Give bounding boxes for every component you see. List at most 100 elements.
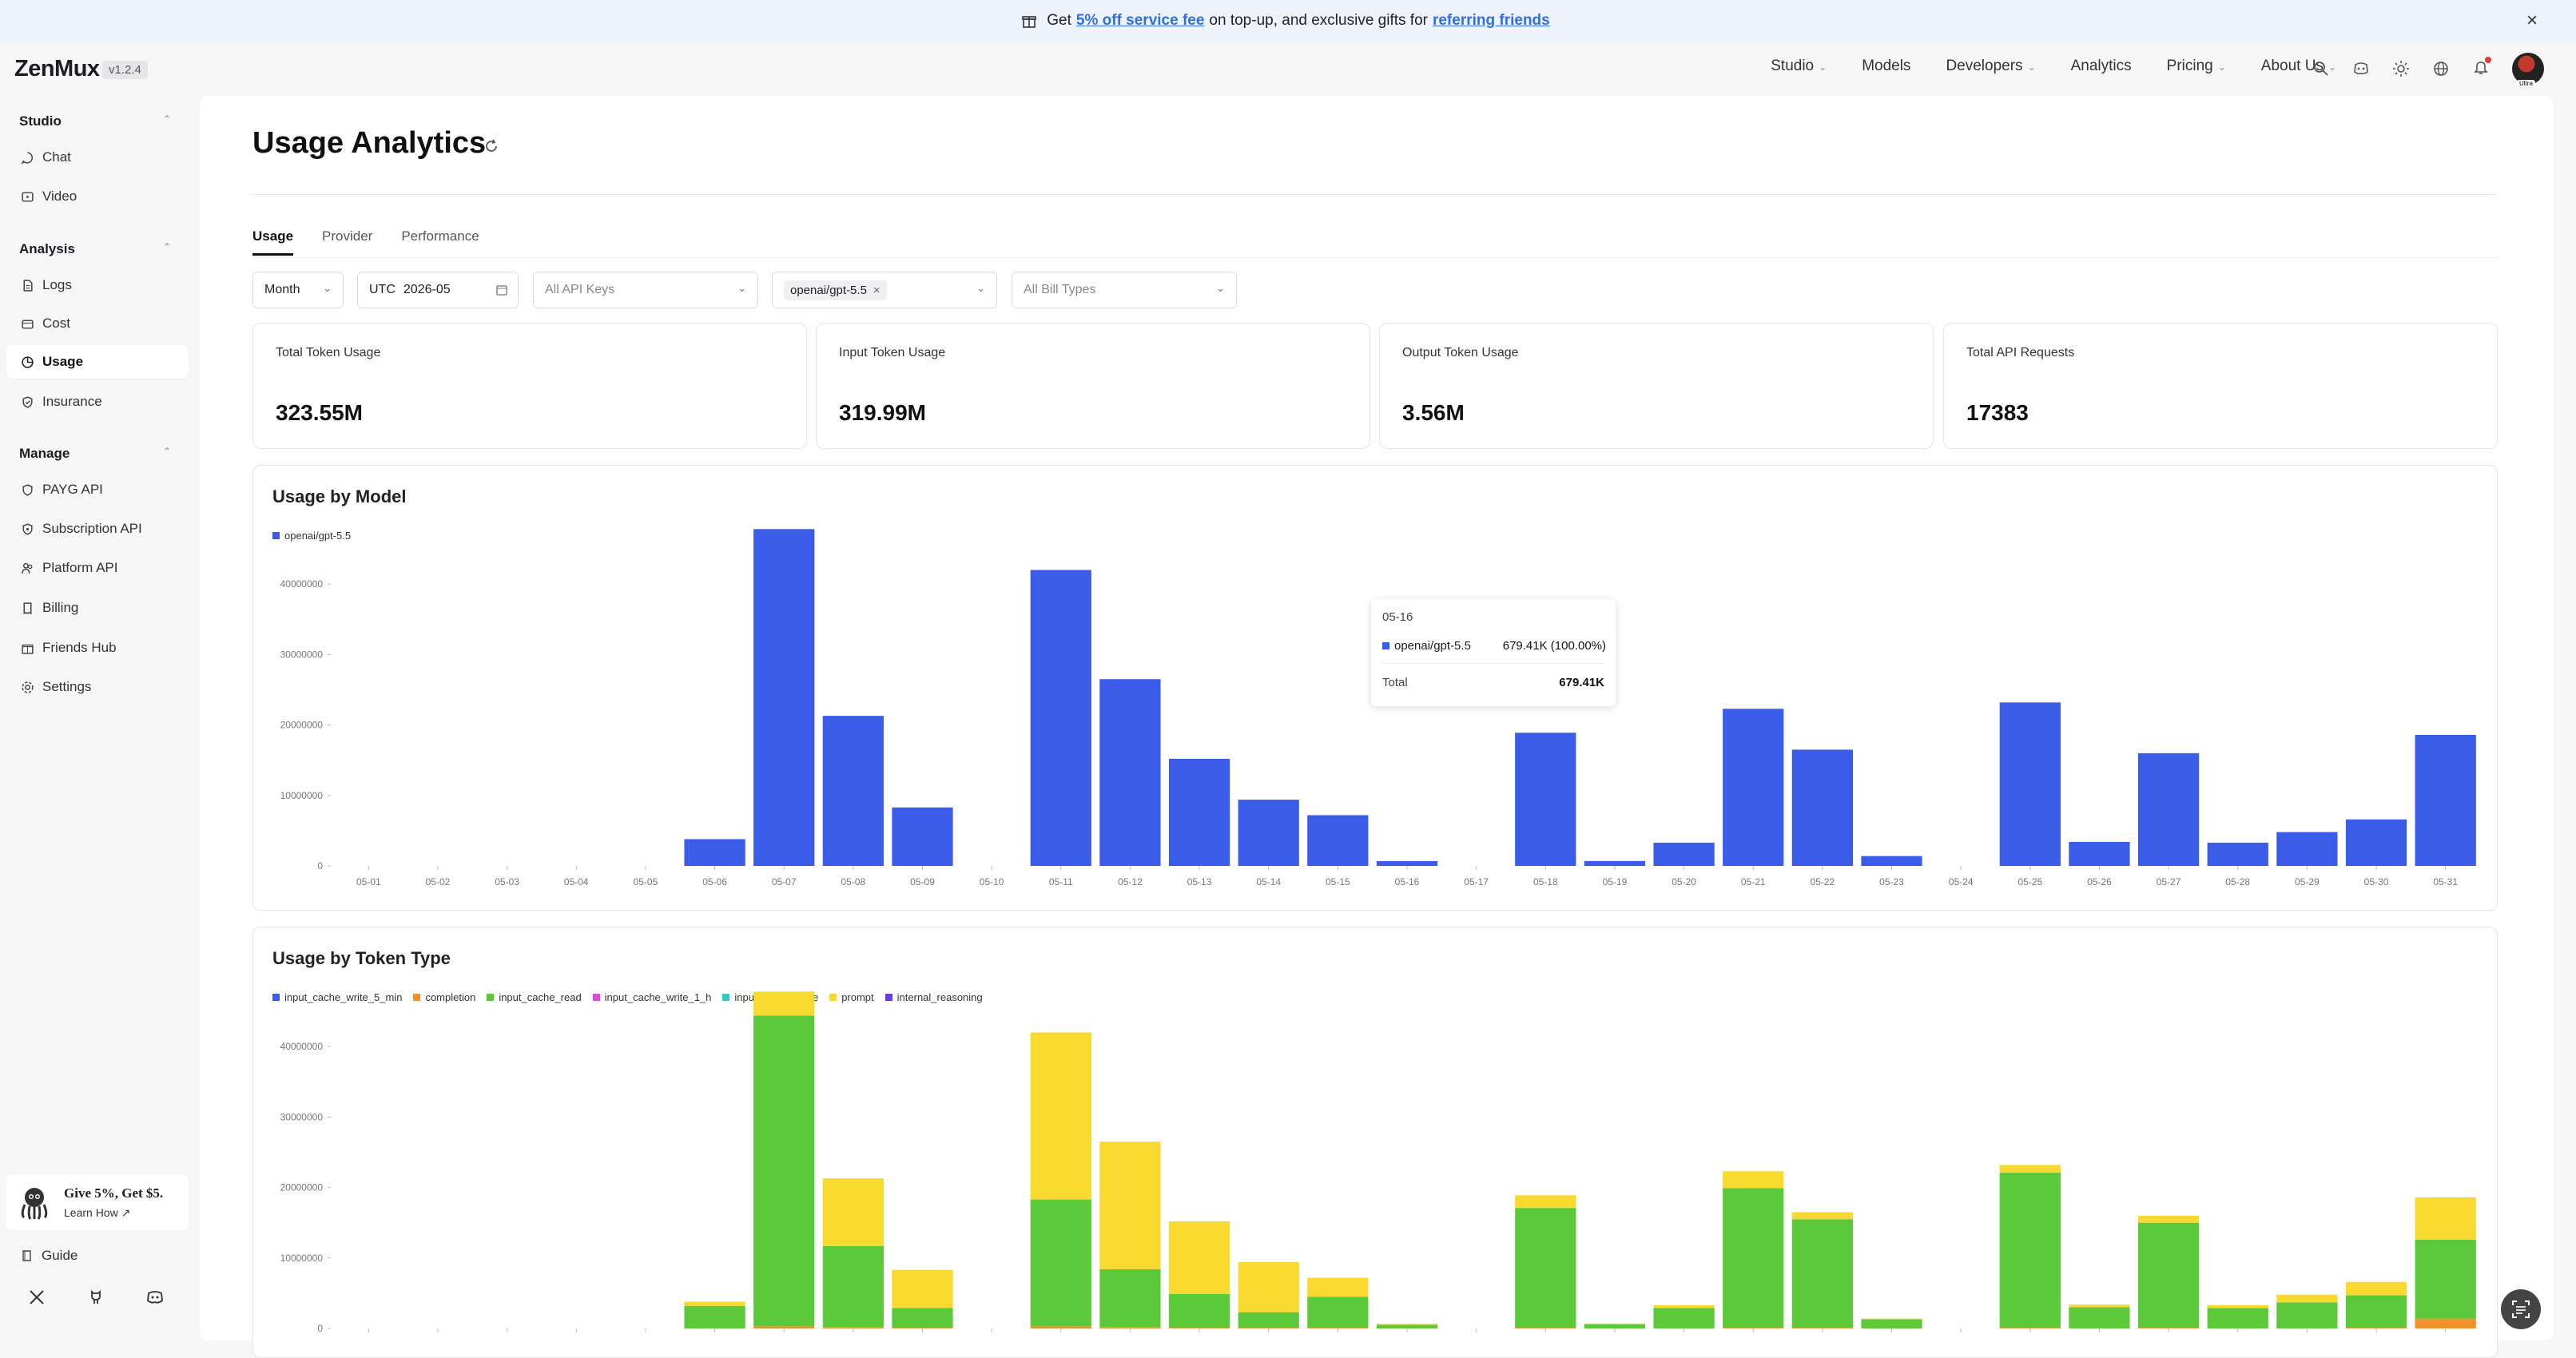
sidebar-item-platform-api[interactable]: Platform API [6, 551, 189, 585]
stacked-bar-segment[interactable] [1238, 1262, 1299, 1312]
nav-item-developers[interactable]: Developers ⌄ [1946, 58, 2036, 74]
month-picker[interactable]: UTC 2026-05 [357, 272, 519, 308]
search-icon[interactable] [2312, 60, 2330, 77]
bar[interactable] [892, 807, 953, 866]
stacked-bar-segment[interactable] [1515, 1195, 1576, 1209]
stacked-bar-segment[interactable] [1723, 1188, 1784, 1328]
sidebar-item-chat[interactable]: Chat [6, 141, 189, 174]
stacked-bar-segment[interactable] [822, 1327, 884, 1328]
stacked-bar-segment[interactable] [1999, 1173, 2061, 1328]
bill-types-select[interactable]: All Bill Types ⌄ [1012, 272, 1237, 308]
stacked-bar-segment[interactable] [753, 991, 815, 1016]
legend-item[interactable]: input_cache_write_5_min [272, 991, 402, 1003]
globe-icon[interactable] [2432, 60, 2450, 77]
promo-learn-how-link[interactable]: Learn How ↗ [64, 1205, 131, 1219]
legend-item[interactable]: prompt [829, 991, 874, 1003]
nav-item-pricing[interactable]: Pricing ⌄ [2166, 58, 2226, 74]
stacked-bar-segment[interactable] [1861, 1318, 1922, 1320]
bar[interactable] [753, 529, 815, 866]
stacked-bar-segment[interactable] [1376, 1324, 1438, 1328]
floating-assistant-button[interactable] [2501, 1289, 2541, 1329]
stacked-bar-segment[interactable] [2207, 1308, 2268, 1328]
bar[interactable] [2415, 734, 2476, 866]
stacked-bar-segment[interactable] [1168, 1221, 1230, 1294]
stacked-bar-segment[interactable] [1168, 1293, 1230, 1328]
sidebar-item-friends-hub[interactable]: Friends Hub [6, 631, 189, 665]
stacked-bar-segment[interactable] [1030, 1032, 1091, 1200]
bar[interactable] [1099, 679, 1161, 866]
stacked-bar-segment[interactable] [892, 1269, 953, 1308]
stacked-bar-segment[interactable] [684, 1305, 745, 1328]
bar[interactable] [2069, 842, 2130, 866]
stacked-bar-segment[interactable] [1099, 1269, 1161, 1328]
discord-icon[interactable] [145, 1288, 165, 1307]
bar[interactable] [1999, 702, 2061, 866]
github-icon[interactable] [86, 1288, 105, 1307]
bar[interactable] [1307, 815, 1369, 866]
sidebar-item-insurance[interactable]: Insurance [6, 385, 189, 419]
bar[interactable] [1653, 842, 1715, 866]
bar[interactable] [1791, 749, 1853, 866]
stacked-bar-segment[interactable] [1791, 1212, 1853, 1220]
referral-promo-card[interactable]: Give 5%, Get $5. Learn How ↗ [6, 1174, 189, 1230]
sidebar-section-analysis[interactable]: Analysis ⌃ [19, 241, 172, 256]
legend-item[interactable]: internal_reasoning [885, 991, 983, 1003]
guide-link[interactable]: Guide [21, 1248, 78, 1264]
sidebar-item-billing[interactable]: Billing [6, 591, 189, 625]
bar[interactable] [1238, 800, 1299, 866]
banner-link-referring[interactable]: referring friends [1432, 12, 1550, 29]
sidebar-section-manage[interactable]: Manage ⌃ [19, 446, 172, 461]
stacked-bar-segment[interactable] [2137, 1222, 2200, 1328]
refresh-icon[interactable] [483, 137, 500, 155]
stacked-bar-segment[interactable] [1307, 1277, 1369, 1297]
stacked-bar-segment[interactable] [1723, 1171, 1784, 1189]
theme-sun-icon[interactable] [2392, 60, 2410, 77]
stacked-bar-segment[interactable] [892, 1308, 953, 1328]
bar[interactable] [1723, 709, 1784, 866]
stacked-bar-segment[interactable] [2276, 1294, 2338, 1303]
stacked-bar-segment[interactable] [753, 1326, 815, 1328]
stacked-bar-segment[interactable] [1238, 1312, 1299, 1328]
stacked-bar-segment[interactable] [684, 1301, 745, 1306]
stacked-bar-segment[interactable] [1099, 1327, 1161, 1328]
bar[interactable] [2137, 752, 2200, 866]
x-twitter-icon[interactable] [27, 1288, 46, 1307]
stacked-bar-segment[interactable] [753, 1015, 815, 1327]
bar[interactable] [2345, 819, 2407, 866]
stacked-bar-segment[interactable] [1653, 1304, 1715, 1308]
bar[interactable] [2207, 842, 2268, 866]
sidebar-item-subscription-api[interactable]: Subscription API [6, 512, 189, 546]
stacked-bar-segment[interactable] [2207, 1304, 2268, 1308]
stacked-bar-segment[interactable] [1999, 1165, 2061, 1173]
bar[interactable] [2276, 832, 2338, 866]
stacked-bar-segment[interactable] [1791, 1219, 1853, 1328]
stacked-bar-segment[interactable] [1307, 1296, 1369, 1328]
period-select[interactable]: Month ⌄ [252, 272, 344, 308]
tab-performance[interactable]: Performance [401, 228, 479, 244]
api-keys-select[interactable]: All API Keys ⌄ [533, 272, 758, 308]
model-select[interactable]: openai/gpt-5.5 × ⌄ [772, 272, 997, 308]
stacked-bar-segment[interactable] [1030, 1199, 1091, 1327]
stacked-bar-segment[interactable] [1861, 1319, 1922, 1328]
discord-icon[interactable] [2352, 60, 2370, 77]
nav-item-about-us[interactable]: About Us ⌄ [2260, 58, 2336, 74]
stacked-bar-segment[interactable] [822, 1178, 884, 1246]
chip-remove-icon[interactable]: × [873, 283, 881, 297]
bar[interactable] [1515, 733, 1576, 866]
nav-item-models[interactable]: Models [1862, 58, 1911, 74]
legend-item[interactable]: completion [413, 991, 475, 1003]
sidebar-item-logs[interactable]: Logs [6, 268, 189, 302]
stacked-bar-segment[interactable] [1376, 1324, 1438, 1325]
notification-bell[interactable] [2472, 56, 2491, 80]
stacked-bar-segment[interactable] [1653, 1308, 1715, 1328]
sidebar-section-studio[interactable]: Studio ⌃ [19, 113, 172, 129]
bar[interactable] [684, 839, 745, 866]
nav-item-analytics[interactable]: Analytics [2070, 58, 2132, 74]
stacked-bar-segment[interactable] [1030, 1326, 1091, 1328]
stacked-bar-segment[interactable] [1515, 1208, 1576, 1328]
banner-close-icon[interactable]: × [2526, 10, 2538, 31]
nav-item-studio[interactable]: Studio ⌄ [1771, 58, 1827, 74]
tab-usage[interactable]: Usage [252, 228, 294, 256]
bar[interactable] [1168, 758, 1230, 866]
stacked-bar-segment[interactable] [1584, 1324, 1646, 1328]
